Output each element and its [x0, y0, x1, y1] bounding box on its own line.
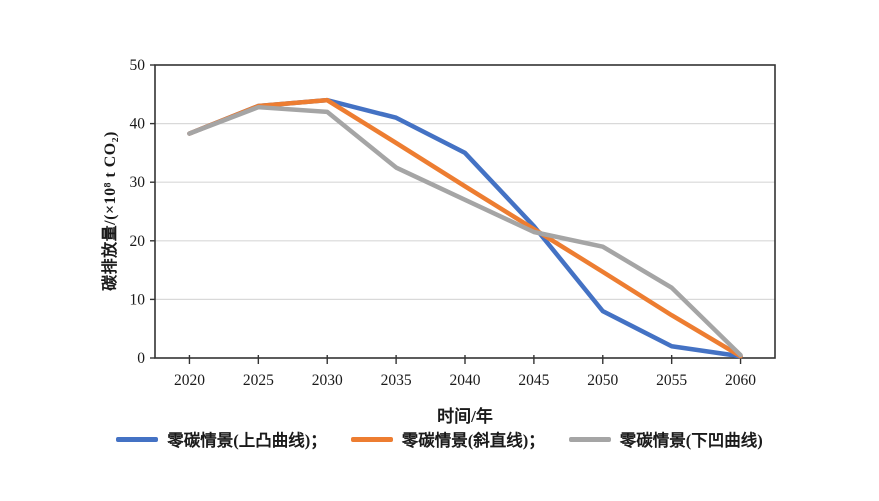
x-axis-title: 时间/年: [437, 407, 493, 426]
y-tick-label: 30: [130, 174, 146, 191]
legend-item-convex: 零碳情景(上凸曲线)；: [116, 427, 327, 451]
series-line-零碳情景(上凸曲线): [187, 97, 743, 359]
legend-swatch-orange-line-icon: [350, 436, 393, 442]
x-tick-label: 2055: [656, 372, 687, 389]
legend-label: 零碳情景(斜直线)；: [401, 431, 545, 450]
x-tick-label: 2060: [725, 372, 756, 389]
y-axis-title: 碳排放量/(×10⁸ t CO₂): [102, 131, 119, 291]
x-tick-label: 2035: [381, 372, 412, 389]
legend-item-concave: 零碳情景(下凹曲线): [568, 427, 763, 451]
x-tick-label: 2045: [518, 372, 549, 389]
x-tick-label: 2030: [312, 372, 343, 389]
chart-legend: 零碳情景(上凸曲线)； 零碳情景(斜直线)； 零碳情景(下凹曲线): [0, 427, 879, 451]
y-tick-label: 10: [130, 291, 146, 308]
legend-label: 零碳情景(下凹曲线): [619, 431, 763, 450]
legend-swatch-blue-line-icon: [116, 436, 159, 442]
x-tick-label: 2040: [450, 372, 481, 389]
y-tick-label: 40: [130, 116, 146, 133]
x-tick-label: 2020: [174, 372, 205, 389]
series-line-零碳情景(斜直线): [187, 97, 743, 359]
y-tick-label: 20: [130, 233, 146, 250]
x-tick-label: 2025: [243, 372, 274, 389]
y-tick-label: 0: [137, 350, 145, 367]
legend-swatch-gray-line-icon: [568, 436, 611, 442]
x-tick-label: 2050: [587, 372, 618, 389]
legend-label: 零碳情景(上凸曲线)；: [167, 431, 327, 450]
legend-item-straight: 零碳情景(斜直线)；: [350, 427, 545, 451]
y-tick-label: 50: [130, 57, 146, 74]
series-line-零碳情景(下凹曲线): [187, 104, 743, 358]
